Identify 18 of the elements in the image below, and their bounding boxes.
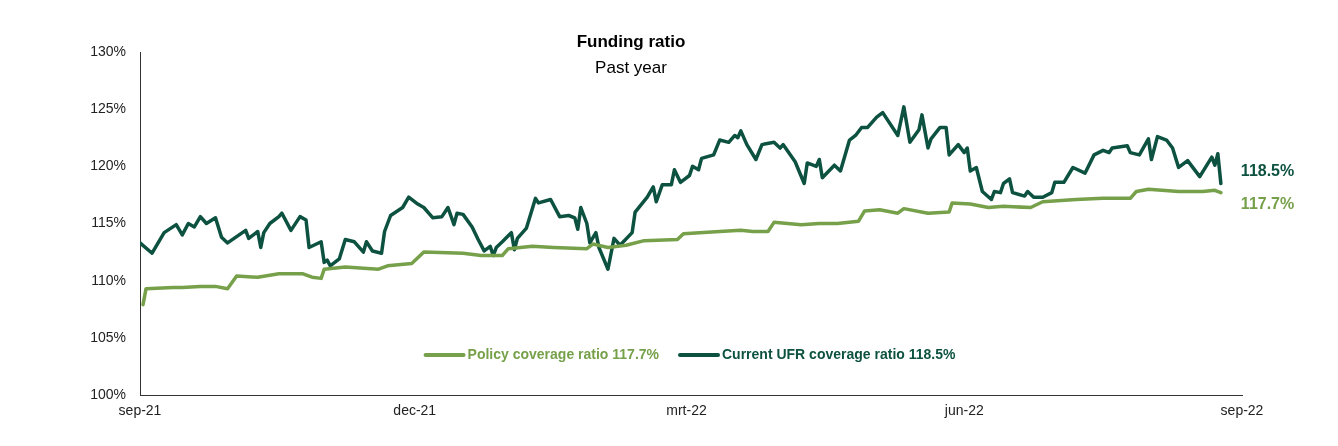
y-tick-label: 130% bbox=[90, 42, 126, 59]
y-tick-label: 115% bbox=[91, 214, 126, 231]
x-tick-label: dec-21 bbox=[393, 402, 437, 419]
y-tick-label: 105% bbox=[90, 328, 126, 345]
x-tick-label: sep-21 bbox=[118, 402, 162, 419]
x-tick-label: sep-22 bbox=[1220, 402, 1264, 419]
chart-subtitle: Past year bbox=[595, 57, 668, 77]
legend-label: Current UFR coverage ratio 118.5% bbox=[722, 345, 956, 362]
legend-label: Policy coverage ratio 117.7% bbox=[467, 345, 660, 362]
annotation: 118.5% bbox=[1240, 161, 1295, 179]
y-tick-label: 100% bbox=[90, 385, 126, 402]
y-tick-label: 110% bbox=[91, 271, 126, 288]
chart-title: Funding ratio bbox=[576, 31, 686, 51]
y-tick-label: 120% bbox=[90, 157, 126, 174]
x-tick-label: jun-22 bbox=[943, 402, 984, 419]
x-tick-label: mrt-22 bbox=[666, 402, 707, 419]
y-tick-label: 125% bbox=[90, 100, 126, 117]
annotation: 117.7% bbox=[1240, 195, 1295, 213]
